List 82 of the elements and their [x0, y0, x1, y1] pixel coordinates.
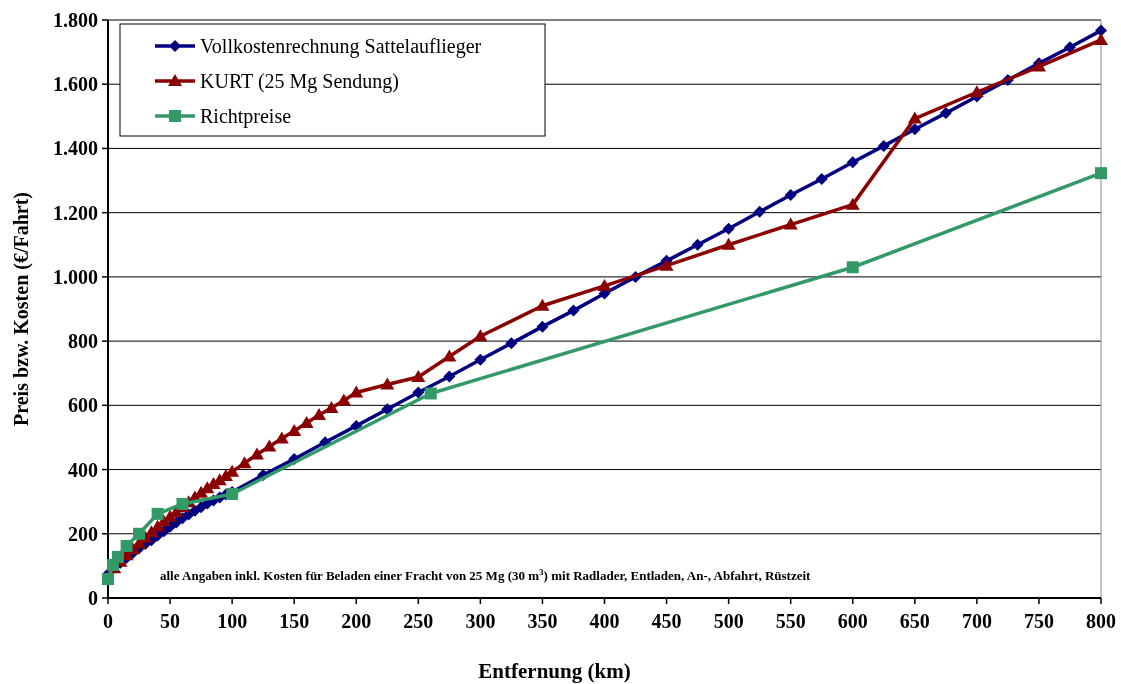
point [907, 111, 922, 124]
point [846, 261, 859, 274]
point [443, 370, 456, 383]
point [111, 550, 124, 563]
point [312, 407, 327, 420]
point [1095, 167, 1107, 180]
x-tick-label: 300 [465, 610, 496, 632]
y-tick-label: 0 [88, 587, 98, 609]
point [567, 304, 580, 317]
point [225, 464, 240, 477]
legend-label: KURT (25 Mg Sendung) [200, 70, 399, 93]
point [381, 403, 394, 416]
point [474, 353, 487, 366]
point [411, 370, 426, 383]
x-tick-label: 100 [217, 610, 248, 632]
point [262, 439, 277, 452]
point [753, 205, 766, 218]
point [505, 337, 518, 350]
point [133, 527, 146, 540]
point [845, 197, 860, 210]
point [691, 238, 704, 251]
x-tick-label: 400 [589, 610, 620, 632]
x-tick-label: 0 [103, 610, 113, 632]
point [151, 507, 164, 520]
point [324, 400, 339, 413]
point [784, 189, 797, 202]
x-tick-label: 650 [899, 610, 930, 632]
x-tick-label: 750 [1023, 610, 1054, 632]
x-tick-label: 550 [775, 610, 806, 632]
x-tick-label: 350 [527, 610, 558, 632]
point [237, 456, 252, 469]
y-tick-label: 1.400 [53, 137, 98, 160]
point [299, 415, 314, 428]
y-tick-label: 1.800 [53, 9, 98, 31]
x-tick-label: 800 [1086, 610, 1116, 632]
point [274, 431, 289, 444]
point [102, 573, 114, 586]
y-tick-label: 800 [68, 330, 98, 353]
y-axis-title: Preis bzw. Kosten (€/Fahrt) [10, 191, 33, 427]
point [721, 237, 736, 250]
point [722, 222, 735, 235]
legend-label: Richtpreise [200, 105, 292, 128]
point [783, 217, 798, 230]
point [535, 298, 550, 311]
x-tick-label: 50 [160, 610, 181, 632]
point [424, 387, 437, 400]
x-tick-label: 500 [713, 610, 744, 632]
x-tick-label: 150 [279, 610, 310, 632]
y-tick-label: 1.000 [53, 265, 98, 288]
x-axis-title: Entfernung (km) [478, 659, 631, 683]
y-tick-label: 200 [68, 522, 98, 545]
point [815, 172, 828, 185]
point [336, 393, 351, 406]
y-tick-label: 1.200 [53, 201, 98, 224]
annotation: alle Angaben inkl. Kosten für Beladen einer Fracht von 25 Mg (30 m$^{3}$) mit Radlader, Entladen, An-, Abfahrt, Rüstzeit [160, 567, 812, 583]
x-tick-label: 450 [651, 610, 682, 632]
point [908, 123, 921, 136]
point [380, 377, 395, 390]
point [536, 320, 549, 333]
legend-label: Vollkostenrechnung Sattelauflieger [200, 35, 482, 58]
point [1095, 24, 1107, 37]
point [412, 386, 425, 399]
point [287, 424, 302, 437]
point [442, 349, 457, 362]
point [473, 329, 488, 342]
y-tick-label: 600 [68, 394, 98, 417]
point [877, 139, 890, 152]
point [597, 278, 612, 291]
point [939, 107, 952, 120]
y-tick-label: 1.600 [53, 73, 98, 96]
x-tick-label: 250 [403, 610, 434, 632]
point [349, 385, 364, 398]
x-tick-label: 700 [961, 610, 992, 632]
point [1094, 32, 1108, 45]
point [659, 258, 674, 271]
point [249, 447, 264, 460]
point [846, 156, 859, 169]
point [120, 539, 133, 552]
x-tick-label: 600 [837, 610, 868, 632]
point [969, 85, 984, 98]
y-tick-label: 400 [68, 458, 98, 481]
x-tick-label: 200 [341, 610, 372, 632]
